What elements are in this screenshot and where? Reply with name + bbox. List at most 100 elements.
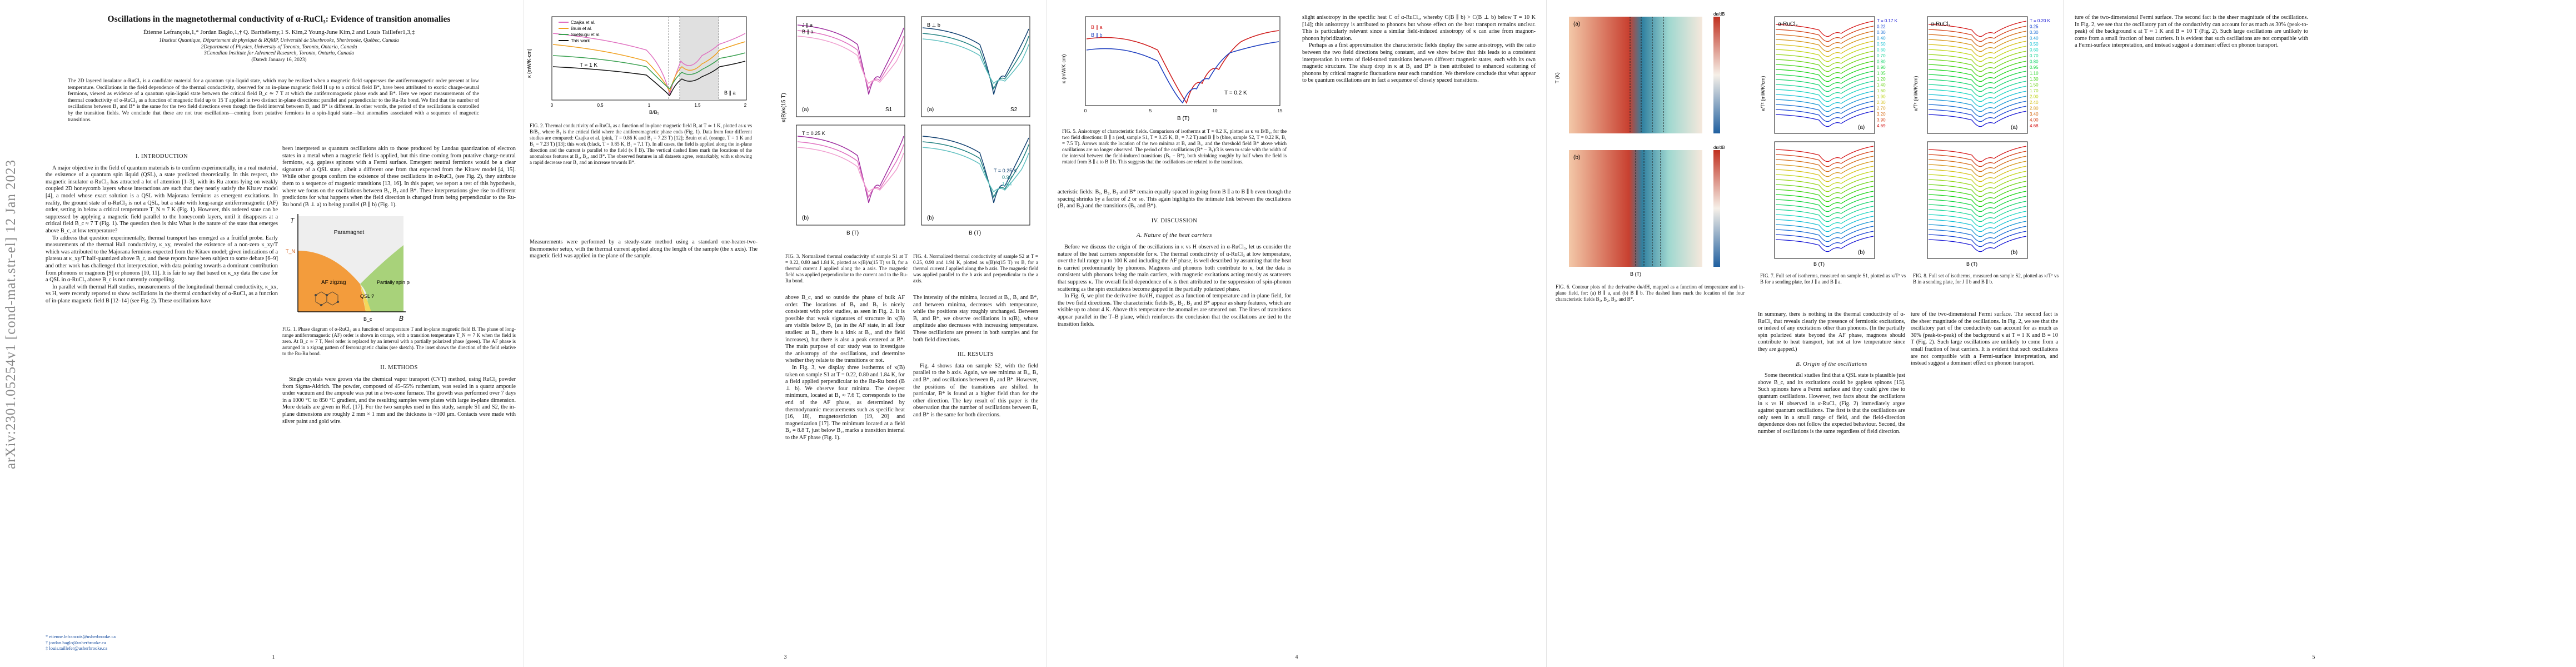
paragraph: Some theoretical studies find that a QSL…	[1758, 372, 1905, 435]
footnote[interactable]: † jordan.baglo@usherbrooke.ca	[46, 639, 106, 645]
isotherm-curve	[1775, 201, 1874, 217]
panel-label: (b)	[1858, 250, 1865, 256]
x-axis-label: B (T)	[969, 230, 981, 236]
legend-temperature: 0.80	[2030, 59, 2039, 64]
paragraph: In summary, there is nothing in the ther…	[1758, 311, 1905, 352]
axis-label-B: B	[399, 315, 403, 322]
page-number: 5	[2312, 654, 2315, 660]
isotherm-curve	[1928, 236, 2027, 252]
temperature-label: T = 0.25 K	[994, 168, 1017, 173]
x-tick: 2	[744, 103, 747, 108]
figure-7-chart: α-RuCl₃ (a) (b) κ/T² (mW/K³cm) B (T) T =…	[1760, 16, 1898, 267]
arxiv-identifier: arXiv:2301.05254v1 [cond-mat.str-el] 12 …	[3, 159, 18, 469]
figure-1-caption: FIG. 1. Phase diagram of α-RuCl₃ as a fu…	[282, 326, 516, 357]
isotherm-curve	[1775, 31, 1874, 47]
figure-1-phase-diagram: Paramagnet AF zigzag QSL ? Partially spi…	[286, 214, 410, 322]
figure-4-caption: FIG. 4. Normalized thermal conductivity …	[913, 253, 1038, 283]
x-tick: 5	[1149, 108, 1152, 113]
affiliation-3: 3Canadian Institute for Advanced Researc…	[203, 51, 355, 56]
isotherm-curve	[1928, 101, 2027, 117]
paragraph: In Fig. 6, we plot the derivative dκ/dH,…	[1058, 293, 1291, 327]
p5-left-column: ture of the two-dimensional Fermi surfac…	[2075, 14, 2308, 49]
legend-temperature: 4.68	[2030, 123, 2039, 128]
isotherm-curve	[1928, 111, 2027, 127]
isotherm-curve	[1775, 176, 1874, 192]
section-heading-discussion: IV. DISCUSSION	[1151, 217, 1198, 224]
legend-temperature: 0.50	[1877, 42, 1886, 47]
figures-3-4: (a) S1 J ∥ a B ∥ a (a) S2 B ⊥ b (b)	[780, 11, 1041, 245]
legend-temperature: 2.70	[1877, 106, 1886, 111]
isotherm-curve	[1928, 146, 2027, 162]
legend-temperature: 3.90	[1877, 118, 1886, 123]
legend-this-work: This work	[571, 38, 590, 43]
isotherm-curve	[1775, 51, 1874, 67]
isotherm-curve	[1928, 46, 2027, 62]
page-number: 1	[272, 654, 275, 660]
isotherm-curve	[1775, 26, 1874, 42]
honeycomb-inset-icon	[315, 291, 339, 307]
label-qsl: QSL ?	[360, 293, 374, 299]
isotherm-curve	[1775, 66, 1874, 82]
figure-8-caption: FIG. 8. Full set of isotherms, measured …	[1913, 273, 2059, 285]
curve-suetsugu	[552, 52, 746, 90]
panel-3a: (a) S1 J ∥ a B ∥ a	[796, 16, 905, 117]
isotherm-curve	[1928, 91, 2027, 107]
page-1: Oscillations in the magnetothermal condu…	[23, 0, 524, 667]
fig4-caption-col: FIG. 4. Normalized thermal conductivity …	[913, 250, 1038, 288]
legend-temperature: 2.30	[1877, 100, 1886, 105]
x-tick: 15	[1278, 108, 1283, 113]
x-tick: 0	[1084, 108, 1087, 113]
label-temperature: T = 0.2 K	[1224, 90, 1247, 96]
isotherm-curve	[1928, 61, 2027, 77]
temperature-legend: T = 0.17 K0.220.300.400.500.600.700.800.…	[1877, 18, 1898, 128]
legend-temperature: 1.20	[1877, 77, 1886, 82]
curve-czajka	[552, 33, 746, 95]
legend-temperature: 0.30	[2030, 30, 2039, 35]
paragraph: A major objective in the field of quantu…	[46, 165, 278, 234]
legend-suetsugu: Suetsugu et al.	[571, 32, 600, 37]
paper-title: Oscillations in the magnetothermal condu…	[107, 14, 451, 24]
figure-6: (a) dκ/dB (b) dκ/dB T (K) B (T) FIG. 6. …	[1552, 11, 1752, 567]
isotherm-curve	[1928, 76, 2027, 92]
arxiv-sidebar: arXiv:2301.05254v1 [cond-mat.str-el] 12 …	[0, 0, 23, 667]
panel-4b: (b) T = 0.25 K 0.93 1.84	[921, 125, 1030, 226]
paragraph: acteristic fields: B₁, B₂, B₃ and B* rem…	[1058, 189, 1291, 210]
isotherm-curve	[1775, 171, 1874, 187]
x-axis-label: B/B₁	[649, 109, 659, 115]
isotherm-curve	[1775, 46, 1874, 62]
isotherm-curve	[1775, 206, 1874, 222]
figure-5-chart: T = 0.2 K B ∥ a B ∥ b κ (mW/K·cm) B (T) …	[1061, 16, 1283, 122]
subsection-heading: B. Origin of the oscillations	[1796, 361, 1867, 367]
isotherm-curve	[1928, 231, 2027, 247]
isotherm-curve	[1928, 211, 2027, 227]
panel-label: (a)	[2011, 125, 2017, 131]
panel-3b: (a) S2 B ⊥ b	[921, 16, 1030, 117]
footnote[interactable]: * etienne.lefrancois@usherbrooke.ca	[46, 634, 116, 639]
fig3-caption-col: FIG. 3. Normalized thermal conductivity …	[785, 250, 908, 288]
legend-temperature: 1.50	[2030, 83, 2039, 88]
y-axis-label: κ/T² (mW/K³cm)	[1913, 76, 1919, 111]
figure-2-caption: FIG. 2. Thermal conductivity of α-RuCl₃ …	[530, 123, 752, 165]
isotherm-curve	[1928, 21, 2027, 37]
figure-7: α-RuCl₃ (a) (b) κ/T² (mW/K³cm) B (T) T =…	[1758, 11, 1908, 300]
isotherm-curve	[1775, 191, 1874, 207]
p3-right-column: slight anisotropy in the specific heat C…	[1302, 14, 1536, 84]
isotherm-curve	[1928, 161, 2027, 177]
p1-left-column: I. INTRODUCTION A major objective in the…	[46, 146, 278, 305]
affiliation-2: 2Department of Physics, University of To…	[201, 44, 357, 50]
isotherm-curve	[1775, 186, 1874, 202]
legend-temperature: T = 0.17 K	[1877, 18, 1898, 23]
legend-temperature: 0.40	[2030, 36, 2039, 41]
page-3: T = 0.2 K B ∥ a B ∥ b κ (mW/K·cm) B (T) …	[1046, 0, 1547, 667]
legend-temperature: 0.30	[1877, 30, 1886, 35]
date: (Dated: January 16, 2023)	[251, 57, 307, 63]
y-axis-label: κ(B)/κ(15 T)	[781, 93, 787, 122]
label-Bc: B_c	[363, 316, 372, 322]
p4-mid-column: In summary, there is nothing in the ther…	[1758, 311, 1905, 436]
figure-6-caption: FIG. 6. Contour plots of the derivative …	[1556, 284, 1745, 302]
legend-temperature: 0.22	[1877, 24, 1886, 29]
legend-temperature: 3.20	[1877, 112, 1886, 117]
footnote[interactable]: ‡ louis.taillefer@usherbrooke.ca	[46, 645, 107, 651]
isotherm-curve	[1928, 176, 2027, 192]
field-label: B ∥ a	[802, 29, 814, 34]
